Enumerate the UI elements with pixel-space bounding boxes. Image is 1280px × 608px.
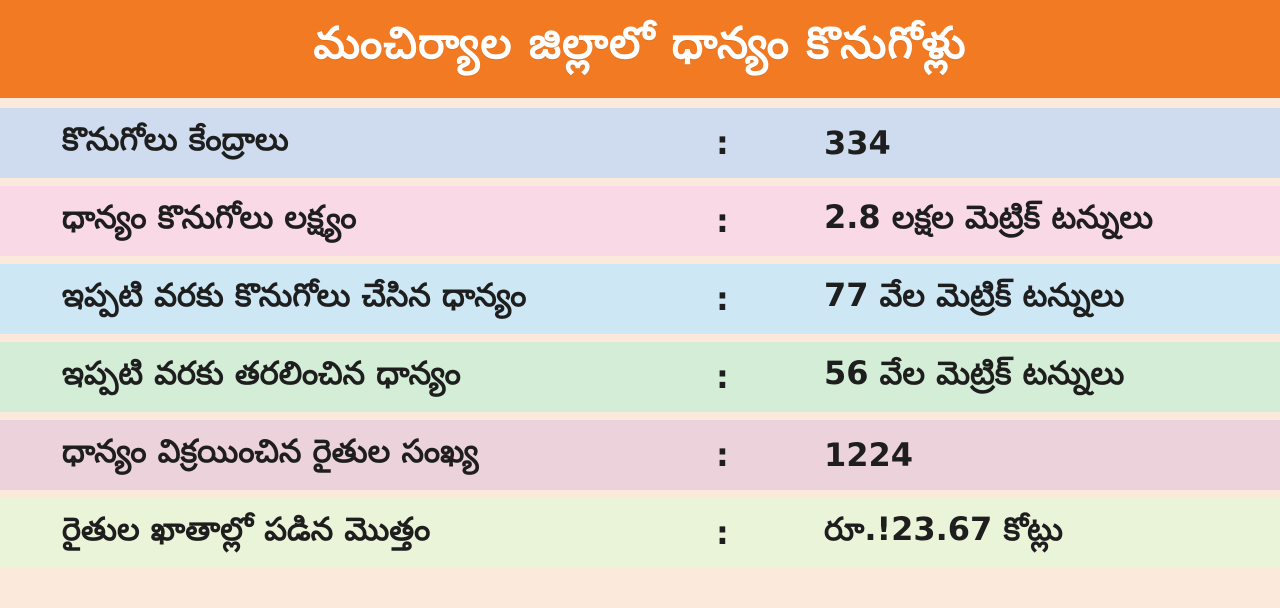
- row-separator: :: [716, 514, 729, 552]
- table-row: రైతుల ఖాతాల్లో పడిన మొత్తం : రూ.!23.67 క…: [0, 498, 1280, 568]
- row-value: 2.8 లక్షల మెట్రిక్ టన్నులు: [824, 198, 1154, 236]
- row-label: ధాన్యం కొనుగోలు లక్ష్యం: [62, 198, 357, 236]
- row-label: ఇప్పటి వరకు తరలించిన ధాన్యం: [62, 354, 461, 392]
- table-row: ధాన్యం కొనుగోలు లక్ష్యం : 2.8 లక్షల మెట్…: [0, 186, 1280, 256]
- table-row: ఇప్పటి వరకు కొనుగోలు చేసిన ధాన్యం : 77 వ…: [0, 264, 1280, 334]
- row-separator: :: [716, 280, 729, 318]
- row-label: ఇప్పటి వరకు కొనుగోలు చేసిన ధాన్యం: [62, 276, 527, 314]
- row-separator: :: [716, 124, 729, 162]
- row-value: రూ.!23.67 కోట్లు: [824, 510, 1063, 548]
- row-label: రైతుల ఖాతాల్లో పడిన మొత్తం: [62, 510, 431, 548]
- row-label: కొనుగోలు కేంద్రాలు: [62, 120, 289, 158]
- row-separator: :: [716, 202, 729, 240]
- row-value: 56 వేల మెట్రిక్ టన్నులు: [824, 354, 1125, 392]
- table-row: ఇప్పటి వరకు తరలించిన ధాన్యం : 56 వేల మెట…: [0, 342, 1280, 412]
- data-table: కొనుగోలు కేంద్రాలు : 334 ధాన్యం కొనుగోలు…: [0, 108, 1280, 576]
- row-separator: :: [716, 436, 729, 474]
- header-banner: మంచిర్యాల జిల్లాలో ధాన్యం కొనుగోళ్లు: [0, 0, 1280, 98]
- row-value: 1224: [824, 436, 914, 474]
- row-separator: :: [716, 358, 729, 396]
- page-title: మంచిర్యాల జిల్లాలో ధాన్యం కొనుగోళ్లు: [313, 18, 967, 69]
- table-row: కొనుగోలు కేంద్రాలు : 334: [0, 108, 1280, 178]
- row-value: 334: [824, 124, 891, 162]
- row-value: 77 వేల మెట్రిక్ టన్నులు: [824, 276, 1125, 314]
- row-label: ధాన్యం విక్రయించిన రైతుల సంఖ్య: [62, 432, 479, 470]
- table-row: ధాన్యం విక్రయించిన రైతుల సంఖ్య : 1224: [0, 420, 1280, 490]
